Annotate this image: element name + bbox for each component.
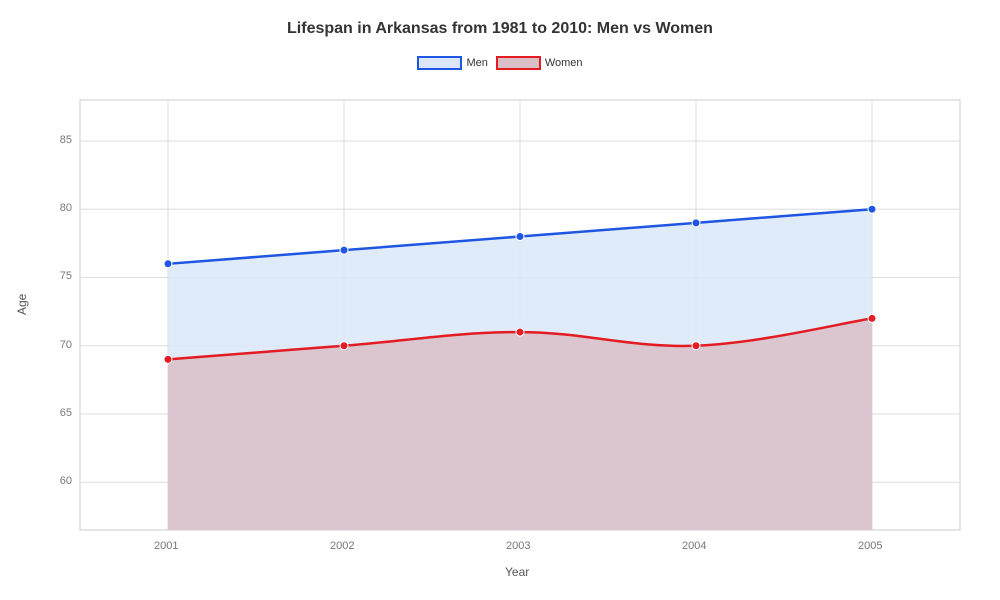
plot-area [0,0,1000,600]
marker-women[interactable] [868,314,876,322]
marker-men[interactable] [516,233,524,241]
marker-women[interactable] [692,342,700,350]
y-tick-label: 70 [60,339,72,351]
y-tick-label: 65 [60,407,72,419]
marker-men[interactable] [692,219,700,227]
x-tick-label: 2003 [506,540,530,552]
marker-women[interactable] [516,328,524,336]
x-tick-label: 2005 [858,540,882,552]
y-axis-label: Age [15,294,29,315]
x-tick-label: 2002 [330,540,354,552]
y-tick-label: 80 [60,202,72,214]
marker-women[interactable] [340,342,348,350]
marker-men[interactable] [868,205,876,213]
marker-men[interactable] [164,260,172,268]
x-axis-label: Year [505,565,529,579]
x-tick-label: 2004 [682,540,706,552]
marker-women[interactable] [164,355,172,363]
y-tick-label: 85 [60,134,72,146]
chart-container: Lifespan in Arkansas from 1981 to 2010: … [0,0,1000,600]
marker-men[interactable] [340,246,348,254]
y-tick-label: 60 [60,475,72,487]
y-tick-label: 75 [60,270,72,282]
x-tick-label: 2001 [154,540,178,552]
